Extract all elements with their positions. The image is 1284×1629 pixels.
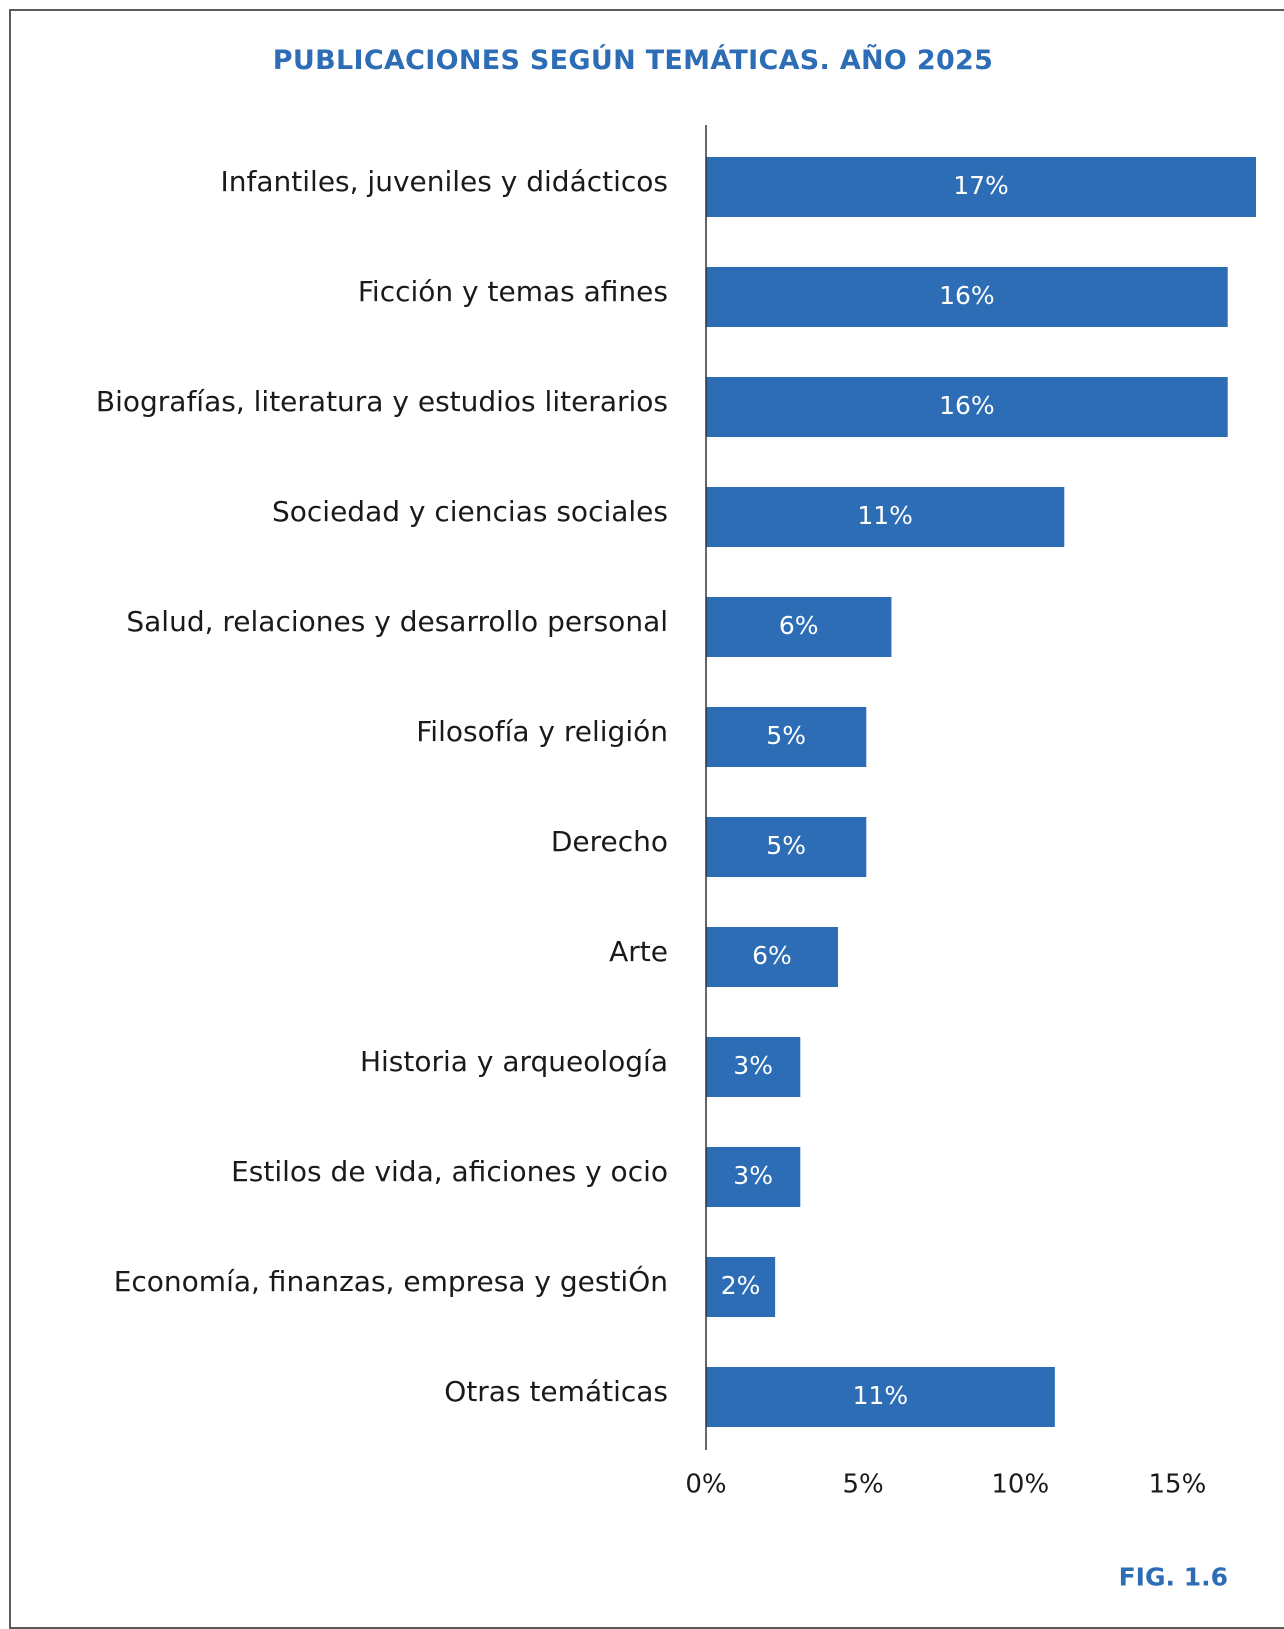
figure-label: FIG. 1.6 <box>1118 1562 1228 1592</box>
data-label: 16% <box>939 281 995 310</box>
data-label: 16% <box>939 391 995 420</box>
bar <box>706 487 1065 547</box>
category-label: Arte <box>609 935 668 968</box>
data-label: 5% <box>766 721 806 750</box>
bar <box>706 377 1228 437</box>
bar-chart: Infantiles, juveniles y didácticos 17% Fic… <box>96 125 1256 1500</box>
data-label: 5% <box>766 831 806 860</box>
bar <box>706 597 892 657</box>
bar <box>706 1147 801 1207</box>
bar <box>706 267 1228 327</box>
category-label: Biografías, literatura y estudios litera… <box>96 385 668 418</box>
category-label: Sociedad y ciencias sociales <box>272 495 668 528</box>
category-label: Historia y arqueología <box>360 1045 668 1078</box>
bar <box>706 1037 801 1097</box>
x-tick-label: 10% <box>991 1470 1049 1500</box>
x-tick-label: 5% <box>843 1470 884 1500</box>
bar <box>706 1257 776 1317</box>
category-label: Economía, finanzas, empresa y gestiÓn <box>114 1264 668 1298</box>
bar <box>706 707 867 767</box>
data-label: 6% <box>752 941 792 970</box>
category-label: Ficción y temas afines <box>358 275 668 308</box>
data-label: 11% <box>853 1381 909 1410</box>
data-label: 3% <box>733 1161 773 1190</box>
bar <box>706 817 867 877</box>
bar <box>706 927 838 987</box>
bar <box>706 157 1256 217</box>
data-label: 11% <box>857 501 913 530</box>
category-label: Estilos de vida, aficiones y ocio <box>231 1155 668 1188</box>
data-label: 17% <box>953 171 1009 200</box>
x-tick-label: 15% <box>1149 1470 1207 1500</box>
x-tick-label: 0% <box>685 1470 726 1500</box>
category-label: Otras temáticas <box>444 1375 668 1408</box>
category-label: Infantiles, juveniles y didácticos <box>221 165 668 198</box>
bar <box>706 1367 1055 1427</box>
data-label: 3% <box>733 1051 773 1080</box>
data-label: 2% <box>721 1271 761 1300</box>
category-label: Derecho <box>551 825 668 858</box>
category-label: Salud, relaciones y desarrollo personal <box>126 605 668 638</box>
category-label: Filosofía y religión <box>416 715 668 748</box>
chart-title: PUBLICACIONES SEGÚN TEMÁTICAS. AÑO 2025 <box>272 45 994 76</box>
data-label: 6% <box>779 611 819 640</box>
